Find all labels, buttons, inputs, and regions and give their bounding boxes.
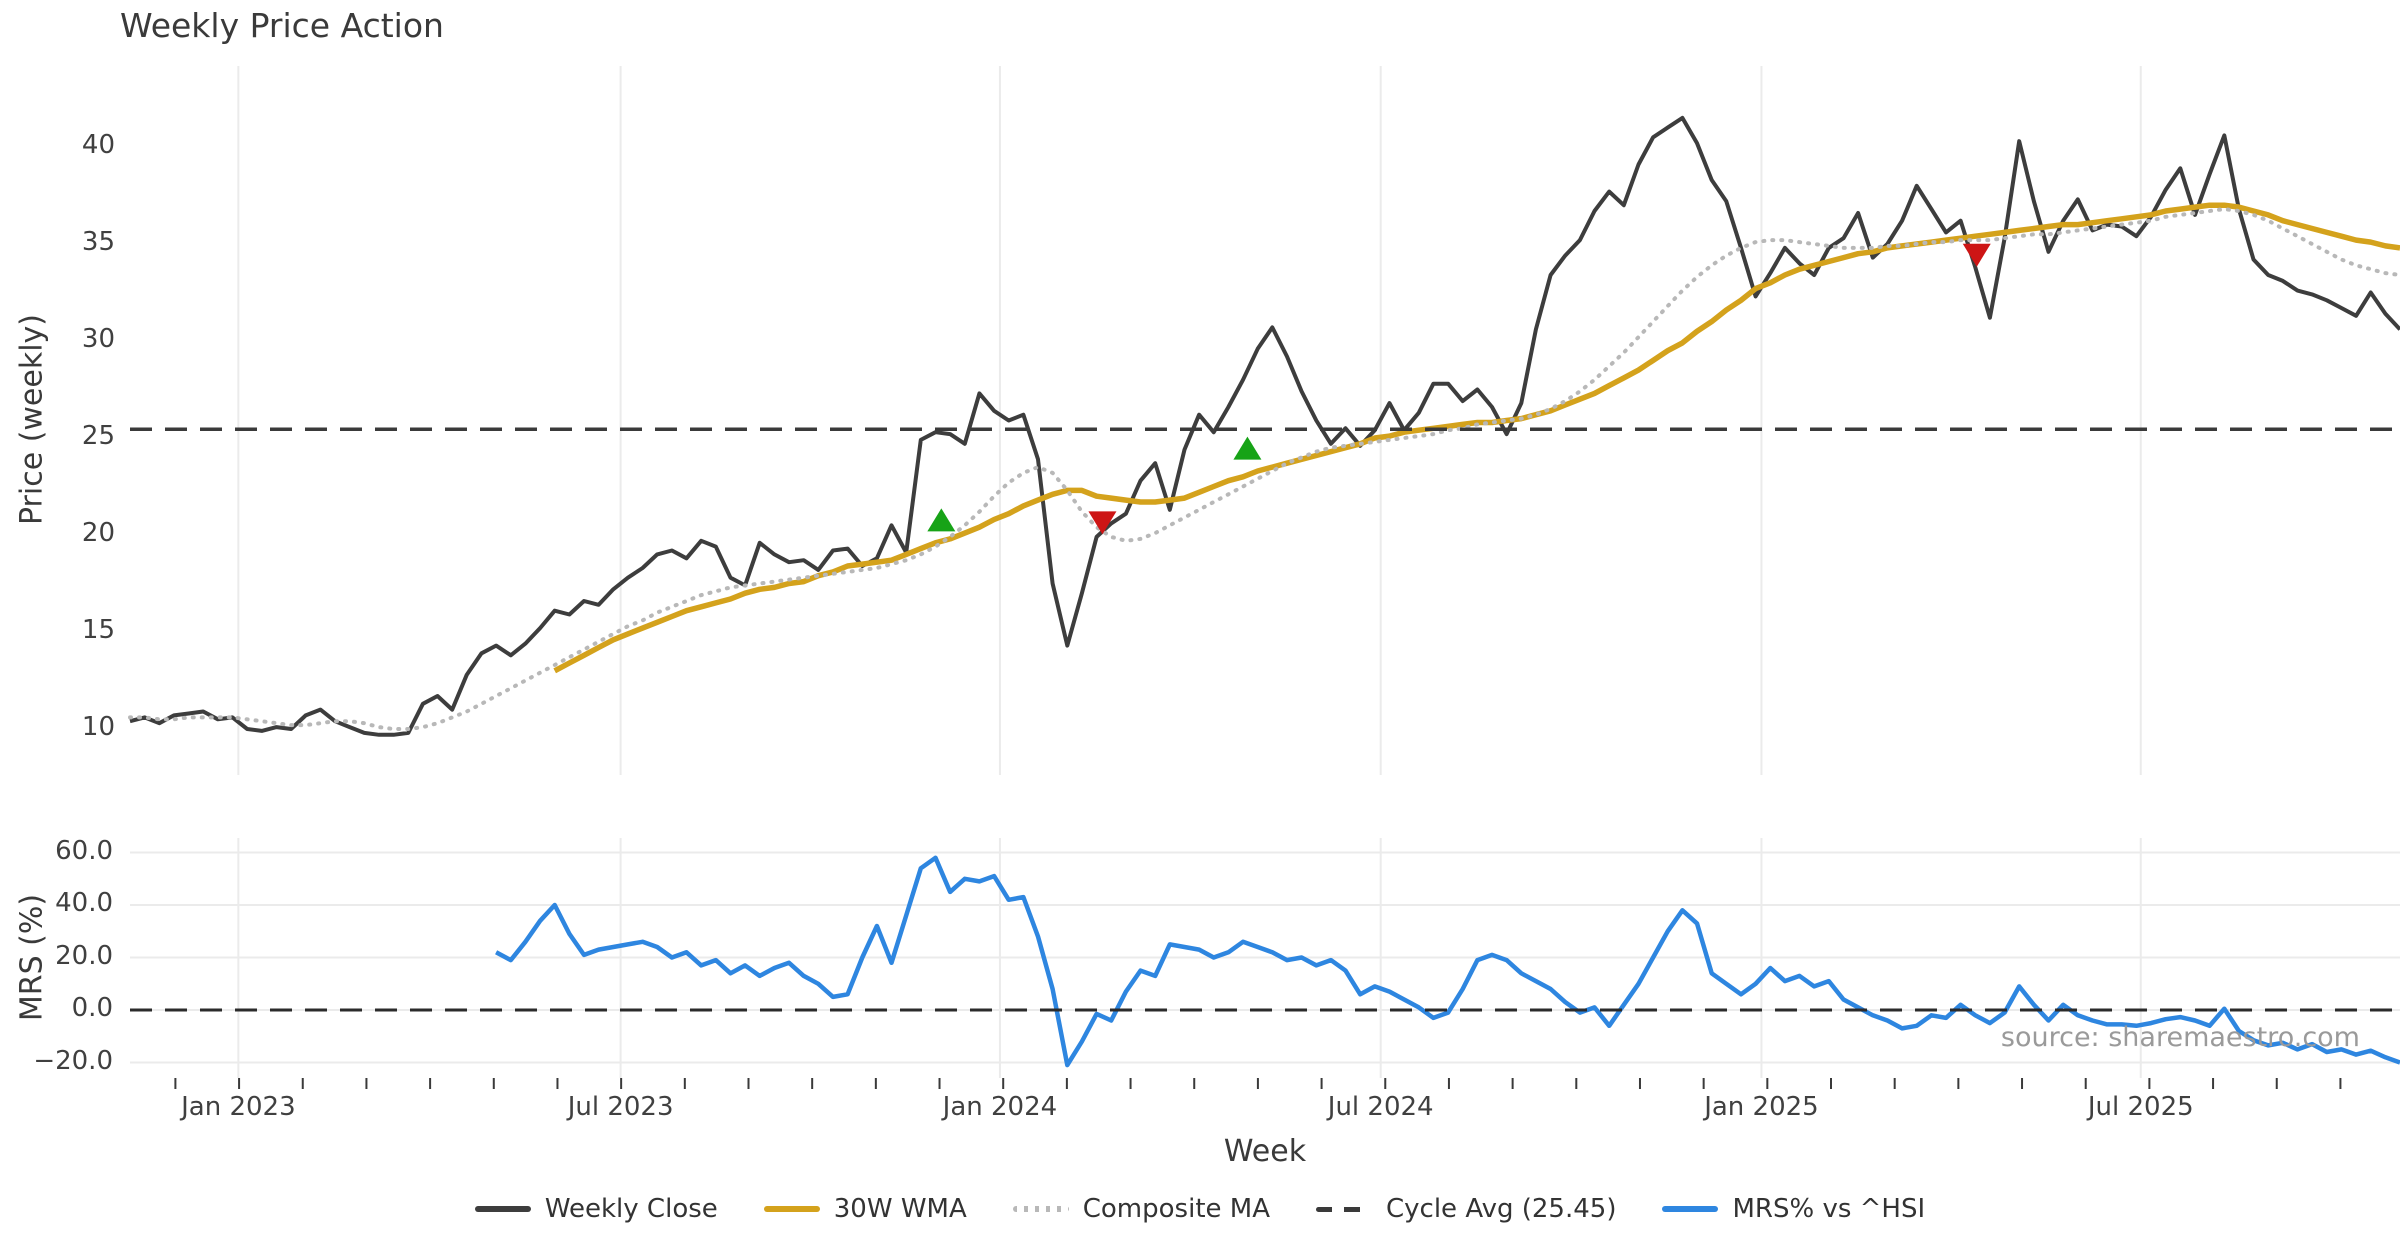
legend-item-30w-wma: 30W WMA [763,1194,967,1224]
price-y-tick-label: 20 [81,518,115,548]
legend-label: Weekly Close [544,1194,718,1224]
legend-label: Composite MA [1082,1194,1270,1224]
x-tick-label: Jul 2023 [567,1092,674,1122]
weekly-close-line [129,115,2400,737]
mrs-vs-hsi-line [495,855,2400,1068]
mrs-y-tick-label: 40.0 [55,888,113,918]
x-tick-label: Jan 2023 [181,1092,296,1122]
legend-label: MRS% vs ^HSI [1732,1194,1926,1224]
mrs-y-tick-label: 20.0 [55,940,113,971]
sell-signal-marker [1088,511,1117,535]
x-tick-label: Jul 2024 [1327,1092,1434,1122]
price-y-tick-label: 25 [81,421,115,451]
x-axis-label: Week [1223,1134,1307,1169]
legend: Weekly Close 30W WMA Composite MA Cycle … [0,1194,2400,1224]
legend-item-composite-ma: Composite MA [1012,1194,1270,1224]
weekly-close-line-swatch [474,1206,531,1212]
legend-item-cycle-avg: Cycle Avg (25.45) [1316,1194,1616,1224]
mrs-y-tick-label: 0.0 [71,993,113,1023]
x-tick-label: Jan 2025 [1704,1092,1819,1122]
x-tick-label: Jul 2025 [2087,1092,2194,1122]
30w-wma-line [553,202,2400,674]
mrs-y-tick-label: −20.0 [33,1045,113,1076]
source-credit: source: sharemaestro.com [2000,1022,2360,1053]
buy-signal-marker [927,508,956,532]
sell-signal-marker [1962,243,1991,267]
buy-signal-marker [1233,436,1262,460]
price-y-tick-label: 40 [81,130,115,160]
legend-item-weekly-close: Weekly Close [474,1194,718,1224]
wma-line-swatch [763,1206,820,1212]
legend-label: 30W WMA [833,1194,967,1224]
cycle-avg-line-swatch [1316,1206,1372,1212]
legend-label: Cycle Avg (25.45) [1386,1194,1617,1224]
price-y-tick-label: 10 [81,712,115,742]
price-y-tick-label: 30 [81,324,115,354]
mrs-line-swatch [1662,1206,1719,1212]
legend-item-mrs: MRS% vs ^HSI [1662,1194,1925,1224]
chart-title: Weekly Price Action [120,6,444,45]
mrs-y-tick-label: 60.0 [55,835,113,866]
composite-ma-line-swatch [1012,1206,1069,1212]
x-tick-label: Jan 2024 [942,1092,1058,1122]
price-y-tick-label: 15 [81,615,115,645]
price-y-tick-label: 35 [81,227,115,257]
composite-ma-line [128,207,2400,731]
